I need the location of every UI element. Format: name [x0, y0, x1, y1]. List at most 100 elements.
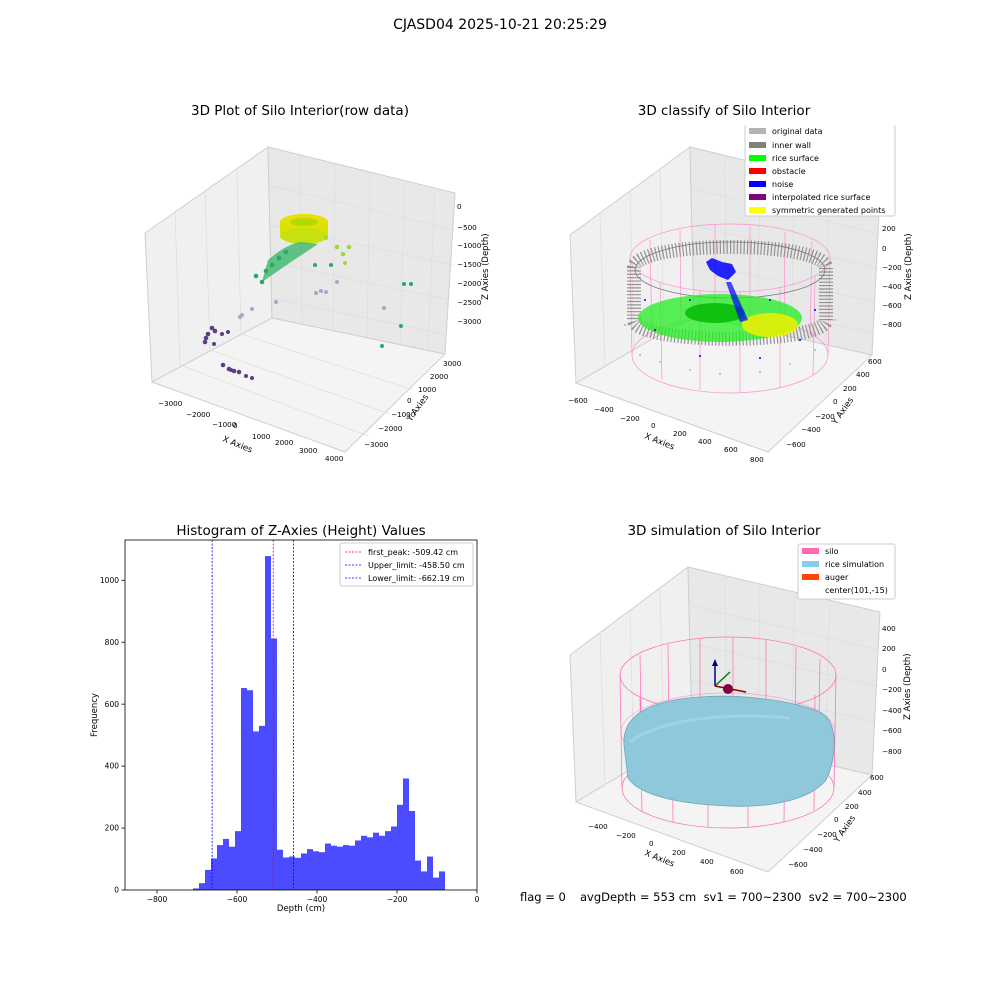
svg-text:0: 0: [651, 421, 656, 430]
histogram-x-ticks: −800 −600 −400 −200 0: [147, 890, 480, 904]
histogram-y-tick-label: 200: [105, 824, 120, 833]
svg-text:600: 600: [730, 867, 744, 876]
panel2-legend: original data inner wall rice surface ob…: [744, 125, 896, 217]
histogram-bar: [415, 860, 421, 890]
svg-text:0: 0: [233, 421, 238, 430]
histogram-bar: [247, 690, 253, 890]
legend-label: obstacle: [772, 167, 806, 176]
legend-swatch-rice-surface: [749, 155, 766, 161]
histogram-bar: [439, 871, 445, 890]
histogram-bar: [259, 725, 265, 890]
histogram-chart: −800 −600 −400 −200 0 0 200 400 600 800 1000 Dept…: [90, 539, 480, 914]
histogram-bar: [373, 832, 379, 890]
histogram-bar: [355, 840, 361, 890]
panel2-original-points: [624, 319, 836, 375]
panel2-z-label: Z Axies (Depth): [904, 233, 914, 300]
svg-text:−2500: −2500: [457, 298, 482, 307]
legend-label: original data: [772, 127, 823, 136]
panel4-center-marker: [712, 659, 747, 694]
histogram-vlines: [211, 540, 295, 890]
histogram-bar: [223, 838, 229, 890]
legend-label: first_peak: -509.42 cm: [368, 548, 458, 557]
legend-label: Upper_limit: -458.50 cm: [368, 561, 465, 570]
legend-swatch-inner-wall: [749, 142, 766, 148]
svg-text:−200: −200: [616, 831, 636, 840]
panel4-title: 3D simulation of Silo Interior: [627, 523, 821, 539]
legend-label: Lower_limit: -662.19 cm: [368, 574, 465, 583]
svg-text:200: 200: [882, 224, 896, 233]
svg-text:3000: 3000: [299, 446, 318, 455]
panel4-3d-plot: silo rice simulation auger center(101,-1…: [569, 543, 913, 876]
svg-text:−600: −600: [788, 860, 808, 869]
histogram-bar: [211, 858, 217, 890]
histogram-bar: [391, 826, 397, 890]
panel4-rice-simulation: [623, 695, 835, 807]
legend-swatch-original: [749, 128, 766, 134]
svg-text:0: 0: [882, 665, 887, 674]
histogram-bar: [409, 811, 415, 890]
histogram-bar: [229, 846, 235, 890]
svg-text:−3000: −3000: [457, 317, 482, 326]
panel2-y-ticks: 600 400 200 0 −200 −400 −600: [786, 357, 882, 449]
panel2-x-ticks: −600 −400 −200 0 200 400 600 800: [568, 396, 764, 464]
panel1-z-label: Z Axies (Depth): [481, 233, 491, 300]
svg-text:−2000: −2000: [378, 424, 403, 433]
svg-text:−400: −400: [882, 282, 902, 291]
histogram-bar: [319, 852, 325, 890]
svg-text:400: 400: [882, 624, 896, 633]
svg-text:600: 600: [724, 445, 738, 454]
panel2-z-ticks: 200 0 −200 −400 −600 −800: [882, 224, 902, 329]
histogram-bar: [253, 731, 259, 890]
histogram-bar: [433, 877, 439, 890]
svg-text:−400: −400: [801, 425, 821, 434]
svg-text:−600: −600: [568, 396, 588, 405]
panel2-x-label: X Axies: [643, 432, 676, 453]
svg-text:800: 800: [750, 455, 764, 464]
panel1-y-ticks: 3000 2000 1000 0 −1000 −2000 −3000: [364, 359, 462, 449]
svg-text:0: 0: [649, 839, 654, 848]
svg-text:−400: −400: [882, 706, 902, 715]
histogram-bar: [325, 843, 331, 890]
svg-text:−400: −400: [803, 845, 823, 854]
svg-text:−200: −200: [882, 685, 902, 694]
legend-label: center(101,-15): [825, 586, 888, 595]
panel4-z-ticks: 400 200 0 −200 −400 −600 −800: [882, 624, 902, 756]
svg-text:−1500: −1500: [457, 260, 482, 269]
histogram-y-label: Frequency: [90, 693, 100, 737]
svg-text:−800: −800: [882, 747, 902, 756]
histogram-title: Histogram of Z-Axies (Height) Values: [176, 523, 426, 539]
svg-text:0: 0: [834, 815, 839, 824]
svg-text:−1000: −1000: [212, 420, 237, 429]
histogram-x-label: Depth (cm): [277, 904, 325, 914]
svg-text:−2000: −2000: [186, 410, 211, 419]
histogram-bar: [277, 849, 283, 890]
svg-text:−200: −200: [882, 263, 902, 272]
panel2-rice-surface-core: [685, 303, 745, 323]
svg-text:1000: 1000: [418, 385, 437, 394]
svg-text:400: 400: [698, 437, 712, 446]
svg-text:4000: 4000: [325, 454, 344, 463]
histogram-frame: [124, 539, 478, 891]
svg-text:0: 0: [457, 202, 462, 211]
histogram-bar: [235, 831, 241, 890]
histogram-bar: [379, 835, 385, 890]
svg-text:−200: −200: [815, 412, 835, 421]
svg-text:−600: −600: [786, 440, 806, 449]
panel4-z-label: Z Axies (Depth): [903, 653, 913, 720]
histogram-bar: [265, 556, 271, 890]
svg-text:1000: 1000: [252, 432, 271, 441]
svg-text:−200: −200: [620, 414, 640, 423]
legend-label: silo: [825, 547, 839, 556]
svg-text:200: 200: [843, 384, 857, 393]
panel1-z-ticks: 0 −500 −1000 −1500 −2000 −2500 −3000: [457, 202, 482, 326]
histogram-y-tick-label: 400: [105, 762, 120, 771]
histogram-bar: [205, 869, 211, 890]
histogram-bar: [331, 845, 337, 890]
panel2-symmetric-points: [742, 313, 798, 337]
svg-text:2000: 2000: [430, 372, 449, 381]
histogram-bar: [343, 845, 349, 890]
histogram-bar: [199, 883, 205, 890]
panel1-points: [202, 214, 413, 380]
svg-text:−400: −400: [588, 822, 608, 831]
svg-text:0: 0: [882, 244, 887, 253]
